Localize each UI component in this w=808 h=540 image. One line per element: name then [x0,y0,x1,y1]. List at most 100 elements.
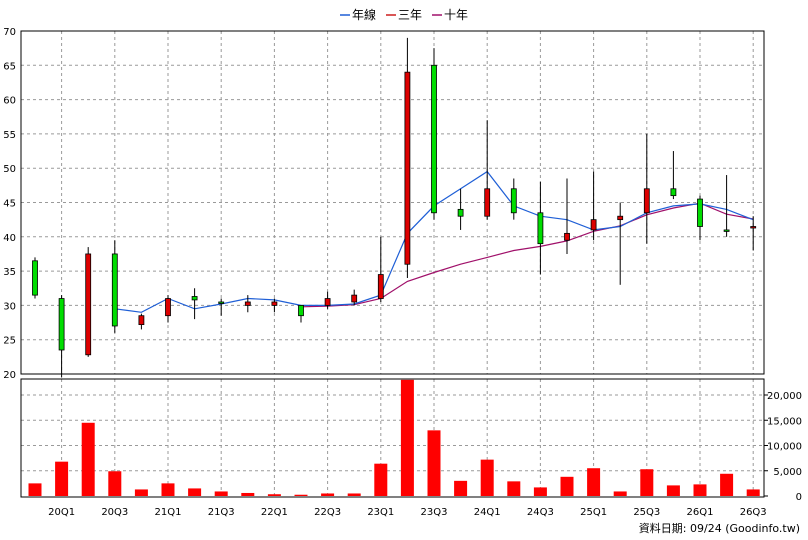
candle-body-8 [218,301,225,304]
candle-body-6 [165,298,171,317]
candle-body-21 [564,232,570,241]
candle-21 [564,178,570,254]
volume-tick-label-0: 0 [796,492,802,503]
volume-tick-label-20000: 20,000 [767,391,802,402]
legend-label-3: 十年 [444,8,468,22]
price-tick-label-55: 55 [3,130,16,141]
candle-body-1 [32,260,38,296]
x-tick-label-26Q3: 26Q3 [740,507,767,518]
candle-1 [32,257,38,299]
x-tick-label-22Q1: 22Q1 [261,507,288,518]
candle-body-5 [138,315,145,326]
volume-bar-1 [28,483,42,496]
volume-bar-26 [693,484,707,496]
candle-24 [643,133,650,244]
candle-13 [351,289,358,306]
price-tick-label-70: 70 [3,27,16,38]
candle-body-14 [377,274,384,299]
candle-9 [244,295,251,313]
price-tick-label-65: 65 [3,61,16,72]
volume-bar-3 [81,422,95,496]
candle-body-15 [404,71,411,265]
x-tick-label-21Q1: 21Q1 [155,507,182,518]
candle-body-19 [510,188,517,214]
x-axis: 20Q1 20Q3 21Q1 21Q3 22Q1 22Q3 23Q1 23Q3 24Q1 24Q3… [48,507,767,518]
candle-body-4 [111,253,118,327]
candle-12 [324,291,331,309]
volume-tick-label-15000: 15,000 [767,416,802,427]
candle-body-11 [298,304,304,317]
candle-5 [138,313,145,330]
price-tick-label-35: 35 [3,267,16,278]
candle-body-9 [244,301,251,306]
candle-14 [377,236,384,302]
x-tick-label-20Q3: 20Q3 [101,507,128,518]
candle-23 [617,202,624,285]
volume-panel: 0 5,000 10,000 15,000 20,000 [20,378,802,503]
candle-body-28 [750,226,757,229]
volume-bar-5 [134,489,148,496]
candle-body-22 [590,219,597,231]
candle-6 [165,295,171,323]
x-tick-label-24Q1: 24Q1 [474,507,501,518]
x-tick-label-20Q1: 20Q1 [48,507,75,518]
price-tick-label-25: 25 [3,336,16,347]
candle-body-12 [324,298,331,306]
x-tick-label-22Q3: 22Q3 [314,507,341,518]
volume-bar-20 [533,487,547,496]
price-tick-label-60: 60 [3,96,16,107]
candle-3 [85,247,92,357]
candle-body-20 [537,212,544,245]
x-tick-label-25Q3: 25Q3 [633,507,660,518]
x-tick-label-24Q3: 24Q3 [527,507,554,518]
candle-body-24 [643,188,650,214]
volume-bar-22 [587,468,601,496]
volume-bar-18 [480,459,494,496]
legend-label-2: 三年 [398,8,422,22]
volume-bar-27 [720,473,734,496]
candle-26 [697,195,703,241]
price-tick-label-40: 40 [3,233,16,244]
volume-bar-15 [400,379,414,496]
candle-22 [590,171,597,241]
candle-16 [431,48,437,220]
x-tick-label-23Q1: 23Q1 [367,507,394,518]
legend-label-1: 年線 [352,7,376,22]
candle-body-7 [191,296,198,301]
candle-10 [271,298,278,313]
candle-27 [723,175,730,237]
candle-body-18 [484,188,491,217]
x-tick-label-25Q1: 25Q1 [580,507,607,518]
candle-19 [510,178,517,220]
volume-bar-9 [241,492,255,496]
price-frame [20,30,765,375]
volume-bar-7 [188,488,202,496]
candle-18 [484,120,491,220]
candle-body-23 [617,215,624,221]
volume-tick-label-5000: 5,000 [773,467,802,478]
volume-bar-17 [454,480,468,496]
price-tick-label-30: 30 [3,301,16,312]
candle-4 [111,240,118,333]
price-tick-label-50: 50 [3,164,16,175]
volume-bar-25 [666,485,680,496]
x-tick-label-23Q3: 23Q3 [421,507,448,518]
candle-25 [670,151,677,200]
volume-bar-10 [267,494,281,496]
source-footer: 資料日期: 09/24 (Goodinfo.tw) [639,521,800,535]
volume-frame [20,378,765,498]
candle-11 [298,304,304,323]
candle-20 [537,181,544,275]
candle-7 [191,288,198,320]
volume-bar-6 [161,483,175,496]
candle-28 [750,216,757,251]
candle-body-13 [351,294,358,303]
volume-bar-21 [560,476,574,496]
candle-body-3 [85,253,92,356]
volume-bar-19 [507,481,521,496]
ten-year-line [300,202,754,308]
price-tick-label-45: 45 [3,199,16,210]
candle-15 [404,37,411,278]
candle-body-25 [670,188,677,197]
